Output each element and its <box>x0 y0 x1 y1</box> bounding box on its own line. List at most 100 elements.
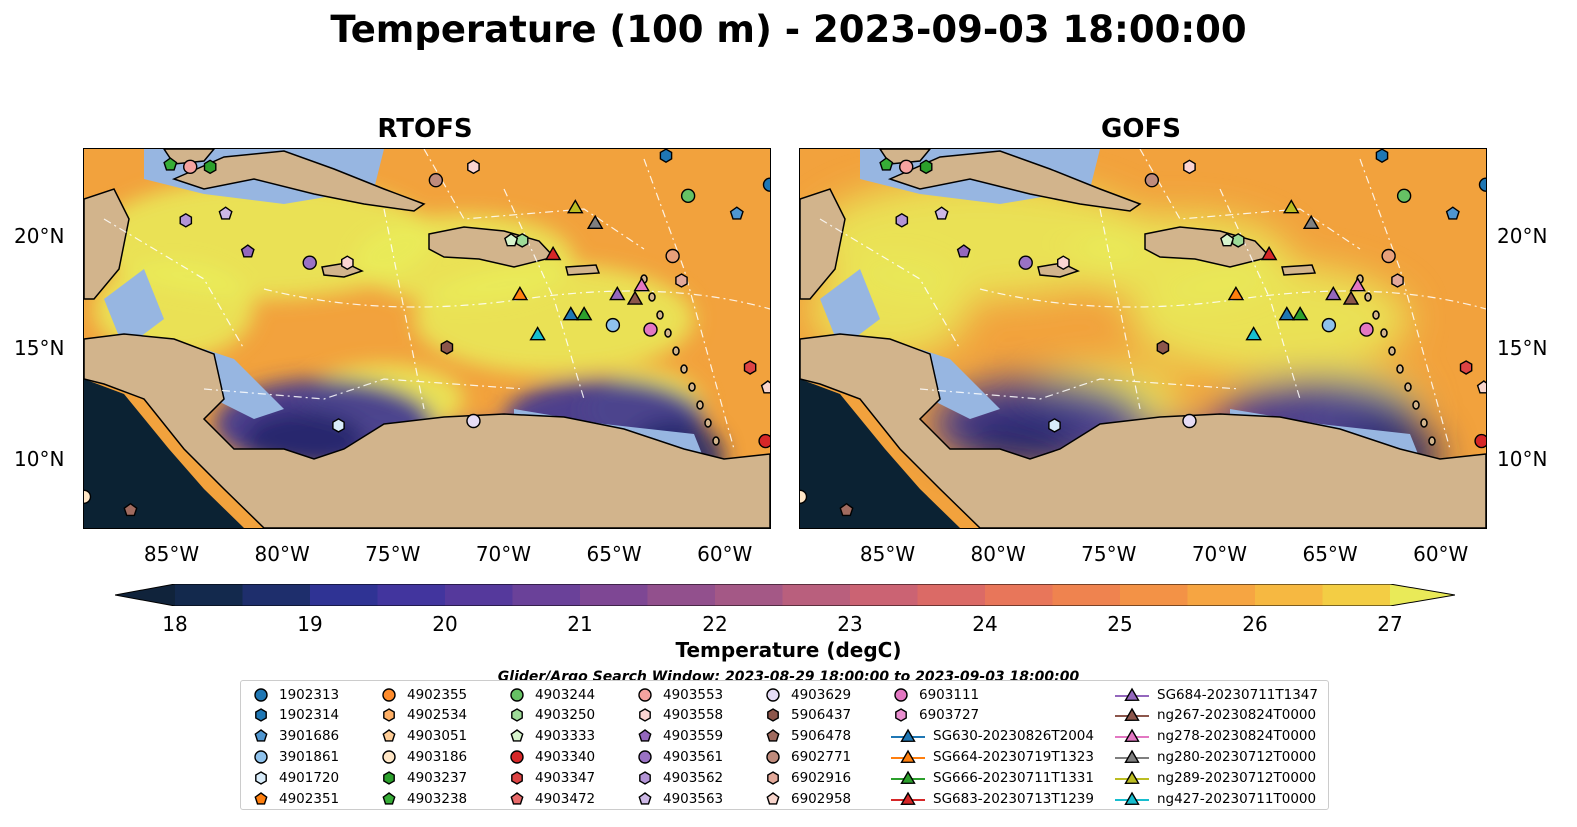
legend-label: 5906478 <box>791 728 852 745</box>
legend-marker-icon <box>1115 770 1149 784</box>
legend-marker-icon <box>510 687 524 702</box>
legend-marker-icon <box>891 728 925 743</box>
legend-marker <box>255 770 267 785</box>
colorbar <box>115 584 1455 606</box>
map-marker-34 <box>1349 277 1366 292</box>
legend-item: 4903333 <box>507 726 595 747</box>
legend-item: ng427-20230711T0000 <box>1115 788 1316 809</box>
legend-marker-icon <box>766 729 780 742</box>
legend-label: 4903553 <box>663 686 724 703</box>
legend-item: 4903553 <box>635 684 723 705</box>
legend-label: 4903237 <box>407 769 468 786</box>
legend-label: ng427-20230711T0000 <box>1157 790 1317 807</box>
map-marker-11 <box>1474 433 1486 449</box>
map-marker-37 <box>529 326 546 341</box>
map-rtofs[interactable] <box>83 148 771 529</box>
map-marker-30 <box>562 306 580 321</box>
legend-marker-icon <box>510 729 524 742</box>
map-marker-19 <box>934 206 949 220</box>
map-marker-23 <box>1144 173 1160 188</box>
legend-marker-icon <box>891 770 925 784</box>
lat-label-left: 10°N <box>14 447 65 472</box>
legend-item: 4903563 <box>635 788 723 809</box>
lon-label: 85°W <box>143 542 200 566</box>
boundary-lines <box>103 149 770 450</box>
legend-marker-icon <box>767 708 779 723</box>
legend-item: 5906478 <box>763 726 851 747</box>
lon-label: 70°W <box>475 542 532 566</box>
colorbar-tick-label: 24 <box>972 612 998 636</box>
legend-item: 4902355 <box>379 684 467 705</box>
map-marker-35 <box>586 214 604 230</box>
map-marker-24 <box>1391 273 1404 288</box>
legend-item: SG630-20230826T2004 <box>891 726 1094 747</box>
yucatan <box>800 188 846 300</box>
central-south-america <box>800 333 1486 528</box>
legend-marker-icon <box>894 687 908 702</box>
map-marker-31 <box>544 245 562 261</box>
legend-marker <box>767 770 779 785</box>
map-marker-14 <box>183 159 198 175</box>
legend-marker <box>254 729 268 742</box>
legend-marker <box>900 749 916 763</box>
legend-item: 1902314 <box>251 705 339 726</box>
legend-label: SG684-20230711T1347 <box>1157 686 1318 703</box>
legend-marker <box>383 708 395 723</box>
colorbar-bin <box>647 584 716 606</box>
legend-item: 4903562 <box>635 767 723 788</box>
lat-label-right: 10°N <box>1497 447 1548 472</box>
legend-item: 3901686 <box>251 726 339 747</box>
map-marker-27 <box>1057 255 1070 271</box>
lon-label: 60°W <box>697 542 753 566</box>
legend-label: ng267-20230824T0000 <box>1157 707 1317 724</box>
map-marker-14 <box>899 159 914 175</box>
legend-label: 5906437 <box>791 707 852 724</box>
legend-item: SG666-20230711T1331 <box>891 767 1094 788</box>
map-marker-0 <box>762 177 770 192</box>
legend-marker <box>900 770 916 784</box>
legend-label: 4902534 <box>407 707 468 724</box>
map-marker-17 <box>1018 255 1033 270</box>
legend-label: 4903559 <box>663 728 724 745</box>
colorbar-bin <box>985 584 1053 606</box>
legend-marker-icon <box>891 791 925 805</box>
legend-marker <box>900 791 916 805</box>
map-marker-25 <box>665 248 680 264</box>
legend-marker-icon <box>891 749 925 763</box>
colorbar-tick-label: 25 <box>1107 612 1133 636</box>
legend-marker-icon <box>1115 791 1149 805</box>
map-marker-33 <box>626 290 644 305</box>
lat-label-right: 20°N <box>1497 224 1548 249</box>
colorbar-bin <box>1187 584 1256 606</box>
legend-label: SG664-20230719T1323 <box>933 748 1094 765</box>
legend-item: 6902916 <box>763 767 851 788</box>
map-marker-1 <box>659 149 673 164</box>
map-marker-3 <box>1321 317 1337 333</box>
map-marker-16 <box>240 244 255 258</box>
panel-title-rtofs: RTOFS <box>377 114 473 144</box>
map-marker-36 <box>566 199 584 214</box>
legend-marker <box>638 750 652 764</box>
legend-label: 3901686 <box>279 728 340 745</box>
colorbar-bin <box>782 584 851 606</box>
map-marker-15 <box>1183 159 1196 175</box>
legend-item: 1902313 <box>251 684 339 705</box>
map-marker-35 <box>1302 214 1320 230</box>
legend-label: 4903238 <box>407 790 468 807</box>
map-marker-7 <box>879 157 894 171</box>
map-gofs[interactable] <box>799 148 1487 529</box>
legend-label: 4903629 <box>791 686 852 703</box>
legend-marker-icon <box>255 770 267 785</box>
map-marker-19 <box>218 206 233 220</box>
legend-marker <box>510 750 524 764</box>
map-marker-30 <box>1278 306 1296 321</box>
legend-marker-icon <box>1115 749 1149 763</box>
legend-label: SG630-20230826T2004 <box>933 728 1094 745</box>
legend-label: ng280-20230712T0000 <box>1157 748 1317 765</box>
legend-label: 4903563 <box>663 790 724 807</box>
legend-item: 4903558 <box>635 705 723 726</box>
legend-label: 4903561 <box>663 748 724 765</box>
legend-marker-icon <box>382 729 396 742</box>
map-marker-16 <box>956 244 971 258</box>
legend-marker <box>510 687 524 702</box>
